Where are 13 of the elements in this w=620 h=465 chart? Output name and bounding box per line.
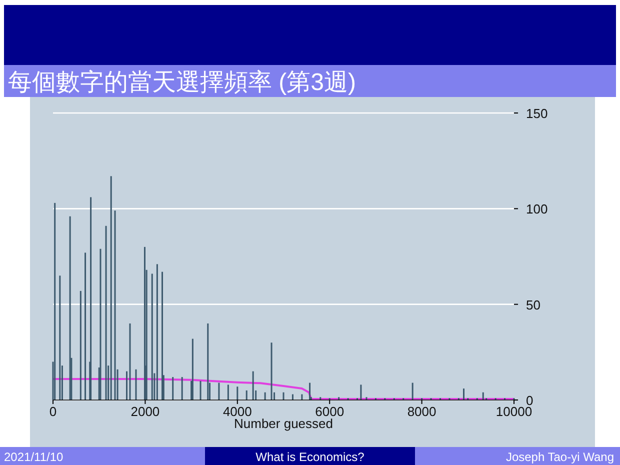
x-tick-label: 8000 bbox=[407, 404, 436, 419]
text: Joseph Tao-yi Wang bbox=[506, 450, 614, 464]
y-tick-label: 100 bbox=[526, 202, 548, 217]
text: 2021/11/10 bbox=[4, 450, 64, 464]
x-tick-label: 0 bbox=[49, 404, 57, 419]
y-tick-label: 150 bbox=[526, 106, 548, 121]
y-tick-label: 50 bbox=[526, 297, 540, 312]
x-tick-label: 6000 bbox=[315, 404, 344, 419]
x-axis-title: Number guessed bbox=[234, 416, 333, 431]
text: What is Economics? bbox=[256, 450, 365, 464]
chart-title: 每個數字的當天選擇頻率 (第3週) bbox=[8, 69, 356, 96]
x-tick-label: 2000 bbox=[130, 404, 160, 419]
x-tick-label: 4000 bbox=[222, 404, 252, 419]
